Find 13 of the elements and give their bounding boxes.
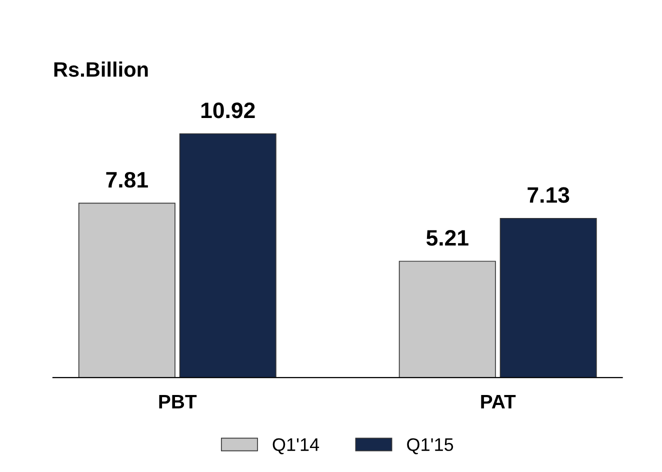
data-label: 7.13 [528, 187, 570, 203]
bar [500, 218, 597, 378]
legend-label: Q1'15 [407, 438, 454, 454]
data-label: 7.81 [106, 172, 148, 188]
legend-label: Q1'14 [272, 438, 320, 454]
x-tick-label: PBT [159, 394, 197, 408]
data-label: 5.21 [426, 230, 468, 246]
y-axis-title: Rs.Billion [54, 62, 148, 77]
bar [179, 133, 276, 378]
data-label: 10.92 [201, 102, 255, 118]
x-tick-label: PAT [481, 394, 516, 408]
bar [78, 202, 176, 378]
bar [398, 260, 496, 378]
